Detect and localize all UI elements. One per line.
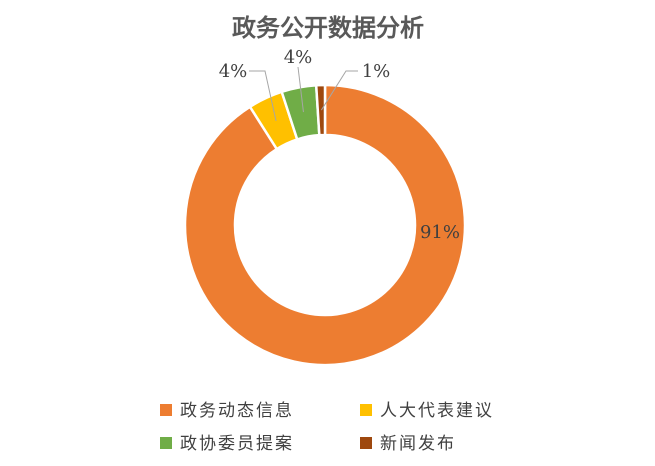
slice-1 [183,83,467,367]
data-label-4: 1% [362,61,391,82]
data-label-1: 91% [420,222,460,243]
legend-swatch-4 [360,437,372,449]
slice-4 [314,83,327,137]
legend-swatch-2 [360,404,372,416]
data-labels: 91% 4% 4% 1% [219,47,460,243]
leader-line-4 [320,70,358,111]
legend-label-2: 人大代表建议 [380,401,494,421]
legend-label-3: 政协委员提案 [180,434,294,454]
legend-label-4: 新闻发布 [380,434,456,454]
slices-group [183,83,467,367]
leader-line-2 [249,70,277,122]
data-label-3: 4% [284,47,313,68]
legend-label-1: 政务动态信息 [180,401,294,421]
data-label-2: 4% [219,61,248,82]
leader-lines [249,66,358,122]
legend-swatch-3 [160,437,172,449]
chart-title: 政务公开数据分析 [232,14,424,42]
leader-line-3 [297,66,304,113]
legend-swatch-1 [160,404,172,416]
